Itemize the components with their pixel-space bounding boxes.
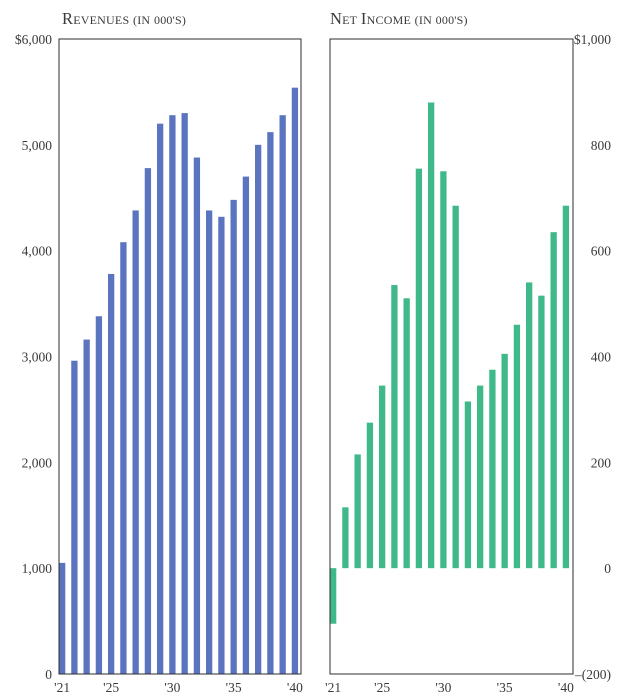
revenues-bar-1938 (267, 132, 274, 674)
revenues-y-tick-label: 2,000 (22, 455, 53, 470)
revenues-bar-1924 (95, 316, 103, 674)
net-income-x-tick-label: '25 (374, 680, 390, 695)
net-income-y-tick-label: 0 (604, 561, 611, 576)
net-income-bar-1934 (489, 369, 496, 569)
revenues-y-tick-label: 0 (45, 667, 52, 682)
revenues-x-tick-label: '25 (103, 680, 119, 695)
net-income-bar-1928 (415, 168, 423, 569)
net-income-x-tick-label: '35 (497, 680, 513, 695)
net-income-bar-1940 (562, 205, 570, 569)
net-income-bar-1935 (501, 353, 508, 569)
revenues-x-tick-label: '35 (226, 680, 242, 695)
revenues-y-tick-label: $6,000 (15, 32, 52, 47)
revenues-y-tick-label: 4,000 (22, 244, 53, 259)
revenues-bar-1933 (206, 210, 213, 674)
revenues-bar-1922 (71, 360, 78, 674)
net-income-x-tick-label: '30 (435, 680, 451, 695)
revenues-y-tick-label: 5,000 (22, 138, 53, 153)
net-income-bar-1937 (526, 282, 533, 569)
net-income-y-tick-label: 200 (591, 455, 612, 470)
net-income-bar-1923 (354, 454, 361, 569)
revenues-x-tick-label: '30 (164, 680, 180, 695)
revenues-bar-1929 (157, 123, 164, 675)
revenues-bar-1934 (218, 216, 225, 675)
revenues-bar-1926 (120, 242, 127, 674)
revenues-bar-1923 (83, 339, 90, 674)
net-income-y-tick-label: $1,000 (574, 32, 611, 47)
net-income-y-tick-label: 400 (591, 350, 612, 365)
net-income-bar-1933 (477, 385, 484, 569)
net-income-bar-1927 (403, 298, 410, 569)
net-income-chart: NET INCOME (IN 000'S) $1,000 800 600 400 200 0… (325, 9, 611, 695)
net-income-bar-1939 (550, 232, 557, 569)
net-income-y-tick-label: –(200) (574, 667, 611, 682)
net-income-x-tick-label: '21 (325, 680, 341, 695)
revenues-bar-1928 (144, 168, 152, 674)
revenues-title: REVENUES (IN 000'S) (62, 9, 186, 28)
net-income-bar-1925 (379, 385, 386, 569)
revenues-bar-1932 (193, 157, 201, 674)
net-income-y-tick-label: 600 (591, 244, 612, 259)
revenues-chart: REVENUES (IN 000'S) $6,000 5,000 4,000 3,000… (15, 9, 303, 695)
net-income-bar-1922 (342, 507, 349, 569)
net-income-title: NET INCOME (IN 000'S) (330, 9, 468, 28)
net-income-plot-frame (329, 38, 574, 675)
revenues-bar-1935 (230, 199, 237, 674)
net-income-bar-1932 (464, 401, 472, 569)
net-income-y-tick-label: 800 (591, 138, 612, 153)
revenues-bar-1939 (279, 115, 286, 674)
revenues-bar-1921 (59, 562, 66, 675)
revenues-bar-1931 (181, 113, 188, 674)
revenues-plot-frame (58, 38, 302, 675)
net-income-bar-1929 (428, 102, 435, 569)
revenues-bar-1930 (169, 115, 176, 674)
net-income-bar-1931 (452, 205, 459, 569)
revenues-bar-1936 (242, 176, 250, 674)
net-income-bar-1921 (330, 568, 337, 624)
revenues-bar-1927 (132, 210, 139, 674)
net-income-bar-1924 (366, 422, 374, 569)
net-income-bar-1926 (391, 285, 398, 569)
revenues-bar-1940 (291, 87, 299, 675)
revenues-x-tick-label: '40 (287, 680, 303, 695)
net-income-x-tick-label: '40 (558, 680, 574, 695)
revenues-x-tick-label: '21 (54, 680, 70, 695)
net-income-bar-1938 (538, 295, 545, 569)
revenues-y-tick-label: 3,000 (22, 350, 53, 365)
net-income-bar-1936 (513, 324, 521, 569)
revenues-bar-1937 (255, 144, 262, 674)
net-income-bar-1930 (440, 171, 447, 569)
revenues-y-tick-label: 1,000 (22, 561, 53, 576)
revenues-bar-1925 (108, 273, 115, 674)
